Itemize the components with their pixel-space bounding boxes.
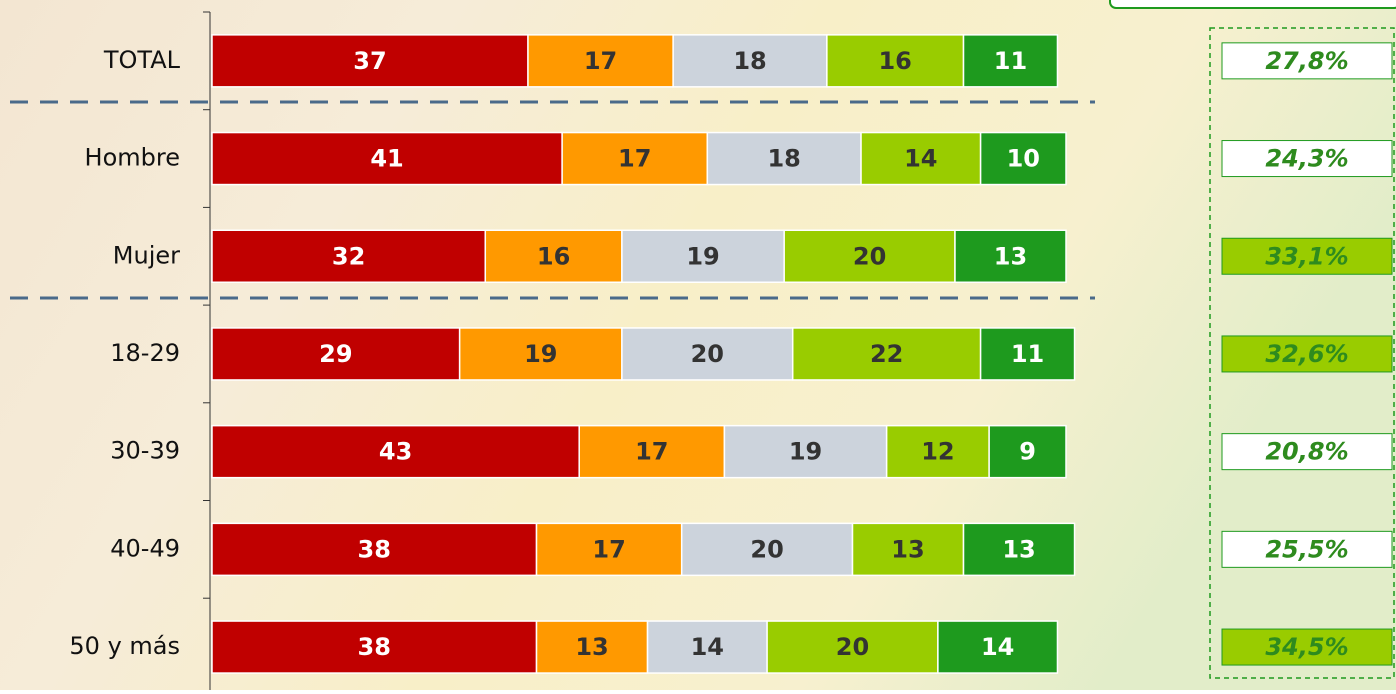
- total-label: 34,5%: [1265, 633, 1348, 661]
- bar-label: 41: [370, 145, 403, 173]
- bar-label: 13: [1002, 535, 1035, 563]
- bar-label: 11: [994, 47, 1027, 75]
- bar-label: 22: [870, 340, 903, 368]
- bar-label: 10: [1007, 145, 1040, 173]
- bar-label: 19: [524, 340, 557, 368]
- bar-label: 20: [853, 242, 886, 270]
- total-label: 27,8%: [1265, 47, 1348, 75]
- bar-label: 19: [686, 242, 719, 270]
- bar-label: 17: [592, 535, 625, 563]
- y-tick-label: Mujer: [113, 241, 180, 269]
- bar-label: 29: [319, 340, 352, 368]
- bar-label: 11: [1011, 340, 1044, 368]
- bar-label: 12: [921, 438, 954, 466]
- bar-label: 20: [691, 340, 724, 368]
- bar-label: 38: [358, 535, 391, 563]
- y-tick-label: 30-39: [110, 437, 180, 465]
- total-label: 25,5%: [1265, 535, 1348, 563]
- bar-label: 14: [981, 633, 1014, 661]
- chart: TOTAL 37 17 18 16 11 27,8% Hombre 41 17 18 14 10 24,3…: [0, 0, 1396, 690]
- bar-label: 43: [379, 438, 412, 466]
- bar-label: 17: [635, 438, 668, 466]
- bar-label: 14: [904, 145, 937, 173]
- total-label: 24,3%: [1265, 145, 1348, 173]
- bar-label: 17: [584, 47, 617, 75]
- y-tick-label: TOTAL: [103, 46, 181, 74]
- total-label: 20,8%: [1265, 438, 1348, 466]
- y-tick-label: Hombre: [85, 144, 180, 172]
- bar-label: 20: [750, 535, 783, 563]
- bar-label: 17: [618, 145, 651, 173]
- bar-label: 32: [332, 242, 365, 270]
- bar-label: 9: [1019, 438, 1036, 466]
- bar-label: 14: [691, 633, 724, 661]
- bar-label: 16: [537, 242, 570, 270]
- y-tick-label: 50 y más: [69, 632, 180, 660]
- total-label: 32,6%: [1265, 340, 1348, 368]
- bar-label: 18: [733, 47, 766, 75]
- y-tick-label: 18-29: [110, 339, 180, 367]
- bar-label: 20: [836, 633, 869, 661]
- bar-label: 19: [789, 438, 822, 466]
- bar-label: 37: [353, 47, 386, 75]
- bar-label: 18: [767, 145, 800, 173]
- bar-label: 38: [358, 633, 391, 661]
- bar-label: 13: [575, 633, 608, 661]
- bar-label: 13: [994, 242, 1027, 270]
- y-tick-label: 40-49: [110, 534, 180, 562]
- bar-label: 13: [891, 535, 924, 563]
- header-box: [1110, 0, 1396, 8]
- total-label: 33,1%: [1265, 242, 1348, 270]
- bar-label: 16: [878, 47, 911, 75]
